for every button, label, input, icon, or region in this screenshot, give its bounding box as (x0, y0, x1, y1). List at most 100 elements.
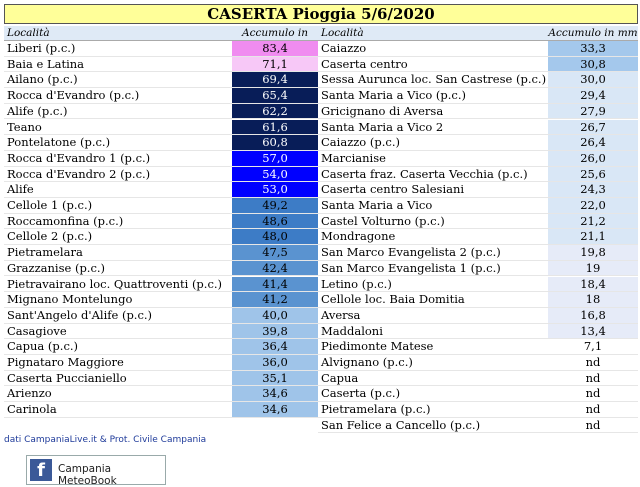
locality: Piedimonte Matese (318, 339, 548, 355)
accumulation-value: 41,2 (232, 292, 318, 308)
locality: Rocca d'Evandro 2 (p.c.) (4, 167, 232, 183)
accumulation-value: 30,8 (548, 56, 638, 73)
accumulation-value: 21,2 (548, 213, 638, 230)
accumulation-value: 36,4 (232, 339, 318, 355)
locality: Liberi (p.c.) (4, 41, 232, 57)
locality: Capua (318, 371, 548, 387)
locality: Caiazzo (318, 41, 548, 57)
title: CASERTA Pioggia 5/6/2020 (4, 4, 638, 24)
accumulation-value: 30,0 (548, 72, 638, 89)
source-note: dati CampaniaLive.it & Prot. Civile Camp… (4, 435, 207, 445)
locality: Sant'Angelo d'Alife (p.c.) (4, 308, 232, 324)
accumulation-value: 34,6 (232, 386, 318, 403)
locality: Ailano (p.c.) (4, 72, 232, 89)
locality: Marcianise (318, 151, 548, 167)
accumulation-value: 54,0 (232, 166, 318, 183)
accumulation-value: 24,3 (548, 182, 638, 198)
locality: Letino (p.c.) (318, 277, 548, 293)
locality: Pontelatone (p.c.) (4, 135, 232, 151)
locality: Caserta (p.c.) (318, 386, 548, 403)
locality: Rocca d'Evandro (p.c.) (4, 88, 232, 104)
locality: Cellole 1 (p.c.) (4, 198, 232, 214)
locality: Pietramelara (p.c.) (318, 402, 548, 418)
locality: Caserta centro (318, 57, 548, 73)
accumulation-value: 19,8 (548, 245, 638, 261)
accumulation-value: 48,0 (232, 229, 318, 246)
locality: Alife (4, 182, 232, 198)
accumulation-value: 36,0 (232, 355, 318, 371)
column-header: Accumulo in mm (232, 26, 318, 54)
accumulation-value: 33,3 (548, 41, 638, 57)
locality: Castel Volturno (p.c.) (318, 214, 548, 230)
locality: Santa Maria a Vico (318, 198, 548, 214)
locality: Roccamonfina (p.c.) (4, 214, 232, 230)
facebook-icon: f (30, 459, 52, 481)
accumulation-value: 26,4 (548, 135, 638, 151)
locality: Caiazzo (p.c.) (318, 135, 548, 151)
column-header: Accumulo in mm (548, 26, 638, 41)
locality: Caserta Puccianiello (4, 371, 232, 387)
locality: Pietravairano loc. Quattroventi (p.c.) (4, 277, 232, 293)
locality: Mignano Montelungo (4, 292, 232, 308)
locality: Grazzanise (p.c.) (4, 261, 232, 277)
locality: Casagiove (4, 324, 232, 340)
locality: Rocca d'Evandro 1 (p.c.) (4, 151, 232, 167)
accumulation-value: 47,5 (232, 245, 318, 261)
accumulation-value: 13,4 (548, 323, 638, 340)
locality: Pietramelara (4, 245, 232, 261)
accumulation-value: 16,8 (548, 307, 638, 324)
accumulation-value: 18,4 (548, 276, 638, 293)
accumulation-value: 62,2 (232, 103, 318, 120)
locality: Baia e Latina (4, 57, 232, 73)
locality: Carinola (4, 402, 232, 418)
accumulation-value: 65,4 (232, 88, 318, 104)
locality: Arienzo (4, 386, 232, 403)
locality: Alvignano (p.c.) (318, 355, 548, 371)
locality: Pignataro Maggiore (4, 355, 232, 371)
accumulation-value: 69,4 (232, 72, 318, 89)
locality: Mondragone (318, 229, 548, 246)
locality: Santa Maria a Vico (p.c.) (318, 88, 548, 104)
accumulation-value: 19 (548, 260, 638, 277)
locality: San Marco Evangelista 2 (p.c.) (318, 245, 548, 261)
locality: Gricignano di Aversa (318, 104, 548, 120)
locality: Aversa (318, 308, 548, 324)
accumulation-value: 26,7 (548, 119, 638, 136)
accumulation-value: 60,8 (232, 135, 318, 151)
accumulation-value: nd (548, 355, 638, 371)
locality: Santa Maria a Vico 2 (318, 120, 548, 136)
locality: San Marco Evangelista 1 (p.c.) (318, 261, 548, 277)
accumulation-value: 39,8 (232, 323, 318, 340)
accumulation-value: 7,1 (548, 339, 638, 355)
accumulation-value: 35,1 (232, 370, 318, 387)
locality: Alife (p.c.) (4, 104, 232, 120)
facebook-badge[interactable]: f Campania MeteoBook (26, 455, 166, 487)
accumulation-value: 41,4 (232, 276, 318, 293)
accumulation-value: 40,0 (232, 307, 318, 324)
accumulation-value: 27,9 (548, 103, 638, 120)
locality: San Felice a Cancello (p.c.) (318, 418, 548, 434)
accumulation-value: 83,4 (232, 41, 318, 57)
locality: Caserta centro Salesiani (318, 182, 548, 198)
accumulation-value: 34,6 (232, 402, 318, 418)
column-header: Località (4, 26, 232, 41)
accumulation-value: 48,6 (232, 213, 318, 230)
locality: Caserta fraz. Caserta Vecchia (p.c.) (318, 167, 548, 183)
accumulation-value: 49,2 (232, 198, 318, 214)
accumulation-value: nd (548, 417, 638, 434)
locality: Cellole loc. Baia Domitia (318, 292, 548, 308)
accumulation-value: 29,4 (548, 88, 638, 104)
locality: Teano (4, 120, 232, 136)
accumulation-value: 61,6 (232, 119, 318, 136)
accumulation-value: 26,0 (548, 150, 638, 167)
accumulation-value: 18 (548, 292, 638, 308)
accumulation-value: 57,0 (232, 150, 318, 167)
accumulation-value: nd (548, 402, 638, 418)
locality: Sessa Aurunca loc. San Castrese (p.c.) (318, 72, 548, 89)
accumulation-value: 53,0 (232, 182, 318, 198)
accumulation-value: nd (548, 370, 638, 387)
locality: Maddaloni (318, 324, 548, 340)
locality: Cellole 2 (p.c.) (4, 229, 232, 246)
accumulation-value: 25,6 (548, 166, 638, 183)
accumulation-value: 21,1 (548, 229, 638, 246)
